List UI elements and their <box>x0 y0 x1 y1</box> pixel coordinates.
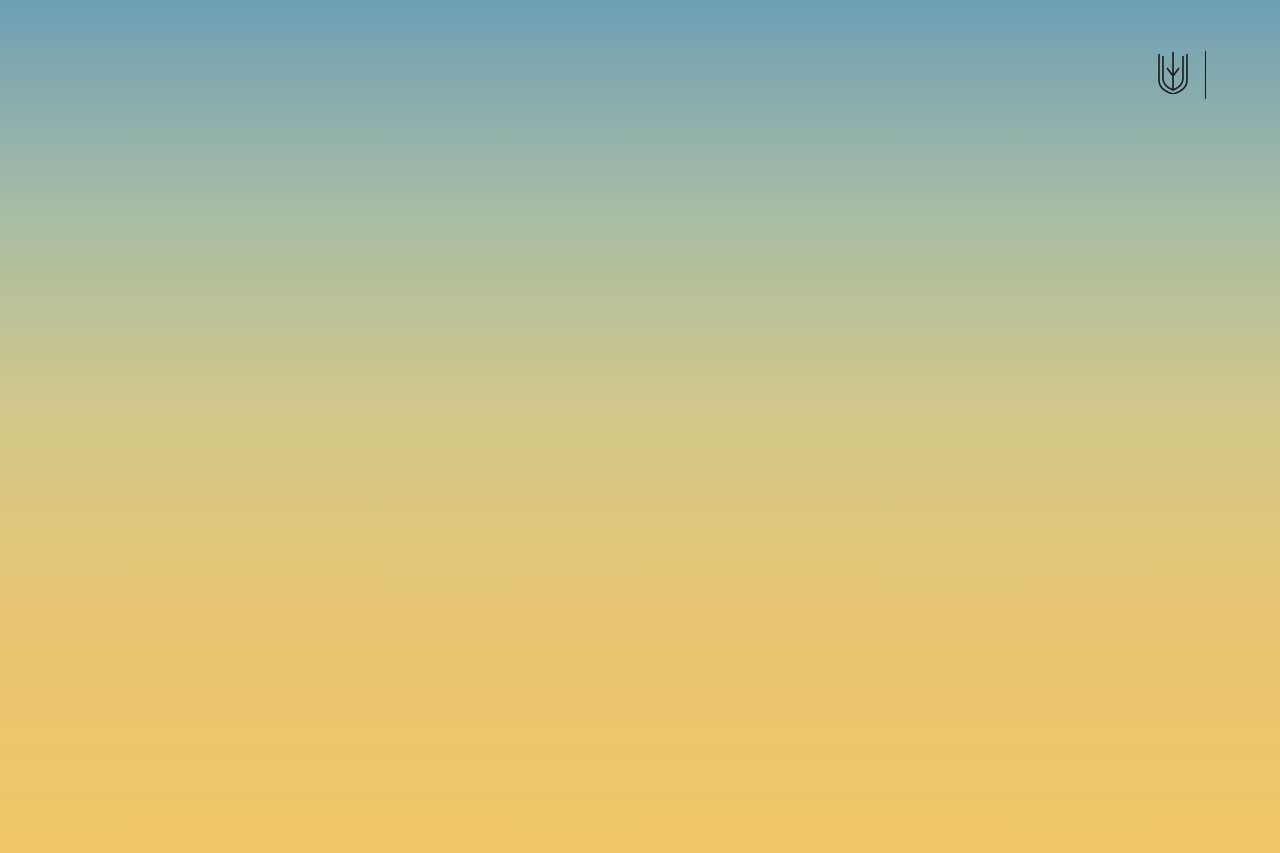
trident-icon <box>1155 50 1191 99</box>
appliance-grid <box>0 109 1280 129</box>
ministry-logo <box>1155 50 1220 99</box>
logo-divider <box>1205 51 1206 99</box>
